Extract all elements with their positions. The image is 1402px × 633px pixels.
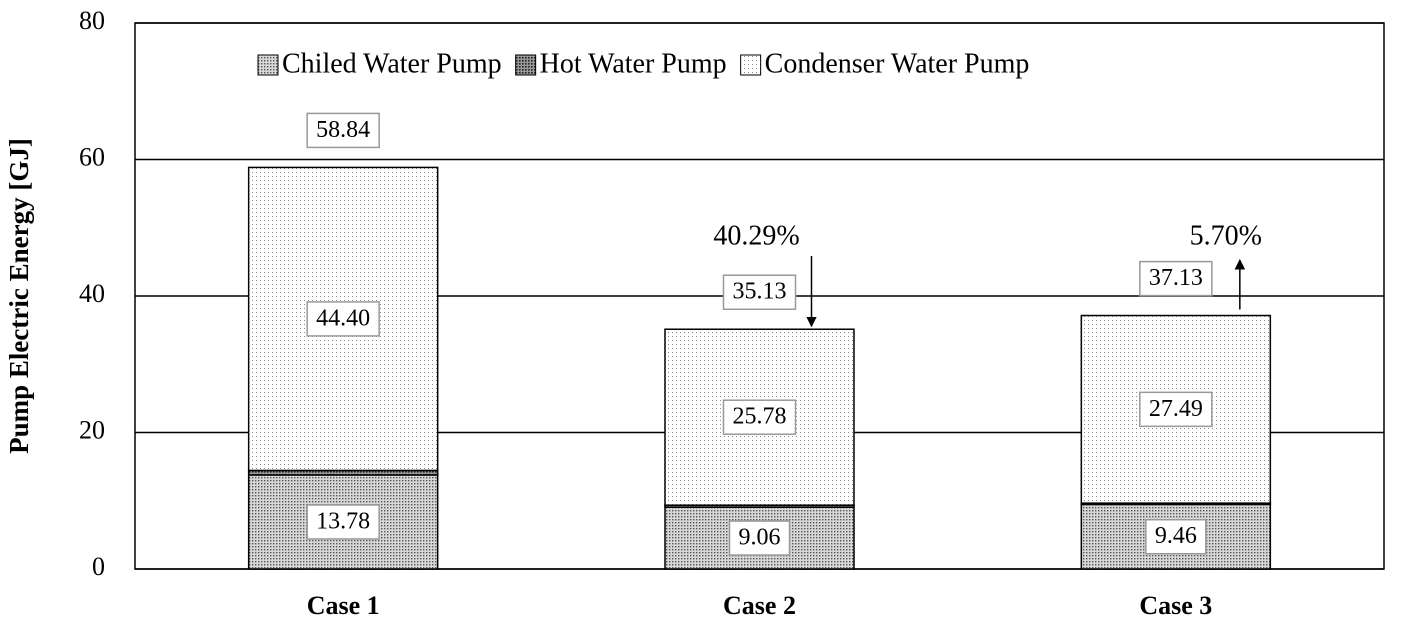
- value-label-box: [728, 520, 791, 556]
- value-label: 9.46: [1155, 523, 1197, 549]
- total-label-box: [306, 112, 380, 149]
- value-label-box: [1139, 391, 1213, 428]
- y-tick-label: 0: [92, 552, 105, 581]
- total-label-box: [1139, 260, 1213, 297]
- y-tick-label: 60: [79, 142, 105, 171]
- value-label-box: [306, 504, 380, 540]
- value-label: 25.78: [733, 404, 787, 430]
- total-label: 37.13: [1149, 265, 1203, 291]
- value-label: 27.49: [1149, 396, 1203, 422]
- value-label-box: [306, 301, 380, 337]
- legend-swatch: [515, 54, 537, 76]
- x-tick-label: Case 1: [307, 591, 380, 620]
- value-label-box: [722, 399, 797, 435]
- value-label: 9.06: [739, 525, 781, 551]
- y-tick-label: 40: [79, 279, 105, 308]
- legend-label: Chiled Water Pump: [282, 48, 502, 79]
- y-tick-label: 80: [79, 6, 105, 35]
- total-label-box: [722, 274, 797, 310]
- value-label: 44.40: [316, 305, 370, 331]
- total-label: 35.13: [733, 279, 787, 305]
- legend-label: Hot Water Pump: [540, 48, 727, 79]
- y-axis-label: Pump Electric Energy [GJ]: [4, 138, 34, 454]
- annotation: 5.70%: [1190, 220, 1262, 251]
- value-label: 13.78: [316, 508, 370, 534]
- x-tick-label: Case 3: [1139, 591, 1212, 620]
- total-label: 58.84: [316, 117, 370, 143]
- y-tick-label: 20: [79, 415, 105, 444]
- annotation: 40.29%: [713, 220, 799, 251]
- x-tick-label: Case 2: [723, 591, 796, 620]
- legend-label: Condenser Water Pump: [765, 48, 1030, 79]
- value-label-box: [1145, 518, 1207, 555]
- legend-swatch: [740, 54, 762, 76]
- legend-swatch: [257, 54, 279, 76]
